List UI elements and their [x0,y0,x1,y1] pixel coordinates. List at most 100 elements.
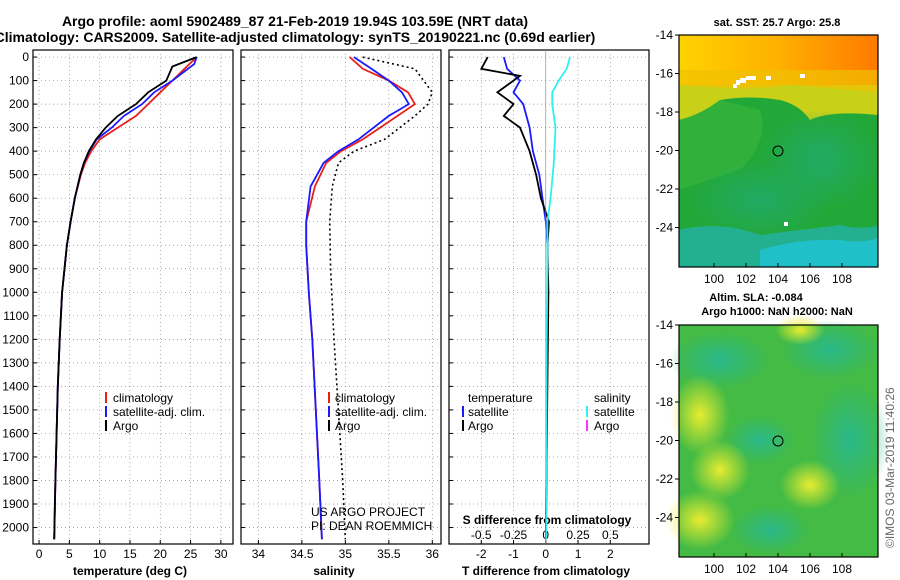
x-tick-label: 35.5 [377,547,401,561]
temperature-panel [32,49,234,545]
depth-tick-label: 400 [9,144,29,158]
depth-tick-label: 800 [9,238,29,252]
legend-argo: Argo [113,419,139,433]
legend-satellite-adj: satellite-adj. clim. [335,405,427,419]
x-tick-label: 10 [93,547,107,561]
salinity-panel [240,49,442,545]
depth-tick-label: 200 [9,97,29,111]
map-x-tick-label: 108 [832,562,852,576]
depth-tick-label: 1300 [2,356,29,370]
x-tick-label: 34 [252,547,266,561]
salinity-legend: climatology satellite-adj. clim. Argo US… [311,391,432,533]
depth-tick-label: 900 [9,262,29,276]
map-y-tick-label: -20 [656,144,674,158]
depth-tick-label: 1600 [2,426,29,440]
legend-t-satellite: satellite [468,405,509,419]
map-x-tick-label: 108 [832,272,852,286]
depth-tick-label: 0 [22,50,29,64]
legend-swatch-argo [105,420,107,431]
map-x-tick-label: 102 [736,272,756,286]
difference-legend: temperature satellite Argo salinity sate… [462,391,635,433]
depth-tick-label: 1000 [2,285,29,299]
title-line-2: Climatology: CARS2009. Satellite-adjuste… [0,29,595,45]
depth-tick-label: 1100 [3,309,29,323]
difference-series [449,50,649,544]
legend-swatch-s-satellite [586,406,588,417]
map-y-tick-label: -22 [656,182,674,196]
map-y-tick-label: -22 [656,472,674,486]
sla-map: Altim. SLA: -0.084 Argo h1000: NaN h2000… [656,292,890,576]
map-y-tick-label: -14 [656,318,674,332]
map-x-tick-label: 102 [736,562,756,576]
x-tick-label: -2 [476,547,487,561]
depth-tick-label: 700 [9,215,29,229]
depth-tick-label: 1700 [2,450,29,464]
legend-temperature-title: temperature [468,391,533,405]
title-line-1: Argo profile: aoml 5902489_87 21-Feb-201… [62,13,528,29]
argo-location-marker [772,435,784,447]
x-axis-label-t-diff: T difference from climatology [462,564,630,578]
legend-swatch-satellite [328,406,330,417]
salinity-series [241,50,441,544]
temperature-legend: climatology satellite-adj. clim. Argo [105,391,205,433]
legend-swatch-t-argo [462,420,464,431]
depth-axis-labels: 0 100 200 300 400 500 600 700 800 900 1000 1100 1200… [2,50,29,534]
x-tick-label: 25 [184,547,198,561]
legend-argo: Argo [335,419,361,433]
depth-tick-label: 1200 [2,332,29,346]
t-diff-x-ticks: -2 -1 0 1 2 [476,547,614,561]
map-y-tick-label: -20 [656,434,674,448]
legend-satellite-adj: satellite-adj. clim. [113,405,205,419]
x-tick-label: -1 [508,547,519,561]
depth-tick-label: 1500 [2,403,29,417]
sla-map-title-1: Altim. SLA: -0.084 [709,292,803,304]
pi-annotation: PI: DEAN ROEMMICH [311,519,432,533]
sla-map-y-ticks: -14 -16 -18 -20 -22 -24 [656,318,679,525]
sst-map: sat. SST: 25.7 Argo: 25.8 -14 -16 -18 -20 -2… [656,17,880,286]
map-y-tick-label: -24 [656,221,674,235]
depth-tick-label: 1800 [2,473,29,487]
sla-map-x-ticks: 100 102 104 106 108 [704,553,852,576]
sla-map-title-2: Argo h1000: NaN h2000: NaN [701,306,853,318]
depth-tick-label: 100 [9,74,29,88]
legend-swatch-climatology [105,392,107,403]
legend-swatch-argo [328,420,330,431]
map-x-tick-label: 106 [800,562,820,576]
legend-s-argo: Argo [594,419,620,433]
gridlines [241,50,441,544]
x-tick-label: 15 [123,547,137,561]
salinity-x-ticks: 34 34.5 35 35.5 36 [252,547,440,561]
temperature-x-ticks: 0 5 10 15 20 25 30 [36,547,228,561]
x-tick-label: 36 [426,547,440,561]
series-line-argo [328,56,434,540]
legend-climatology: climatology [335,391,395,405]
map-x-tick-label: 104 [768,272,788,286]
map-x-tick-label: 100 [704,562,724,576]
depth-tick-label: 1900 [2,497,29,511]
map-y-tick-label: -24 [656,511,674,525]
map-x-tick-label: 104 [768,562,788,576]
legend-climatology: climatology [113,391,173,405]
map-y-tick-label: -16 [656,357,674,371]
temperature-series [33,50,233,544]
depth-tick-label: 300 [9,121,29,135]
map-y-tick-label: -16 [656,67,674,81]
argo-location-marker [772,145,784,157]
sst-map-x-ticks: 100 102 104 106 108 [704,263,852,286]
sst-map-y-ticks: -14 -16 -18 -20 -22 -24 [656,28,679,235]
legend-s-satellite: satellite [594,405,635,419]
map-y-tick-label: -14 [656,28,674,42]
imos-watermark: ©IMOS 03-Mar-2019 11:40:26 [883,387,897,548]
series-line-s-satellite [545,56,571,540]
x-tick-label: 2 [607,547,614,561]
gridlines [33,50,233,544]
depth-tick-label: 2000 [2,521,29,535]
legend-swatch-s-argo [586,420,588,431]
legend-swatch-satellite [105,406,107,417]
x-tick-label: 0 [542,547,549,561]
x-tick-label: 1 [575,547,582,561]
x-axis-label-s-diff: S difference from climatology [463,513,632,527]
legend-swatch-climatology [328,392,330,403]
x-axis-label-salinity: salinity [313,564,355,578]
